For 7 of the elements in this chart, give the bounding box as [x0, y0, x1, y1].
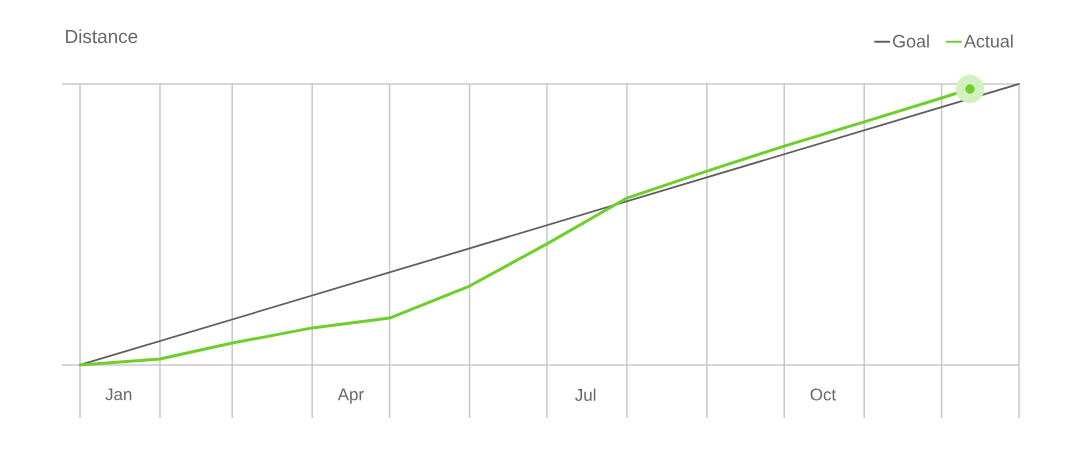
- legend-label: Actual: [964, 34, 1013, 48]
- x-tick-label: Jan: [105, 388, 132, 401]
- y-axis-title: Distance: [66, 29, 138, 44]
- legend-label: Goal: [893, 34, 929, 48]
- x-tick-label: Apr: [337, 388, 364, 404]
- x-tick-label: Jul: [575, 388, 596, 401]
- x-tick-label: Oct: [810, 388, 837, 401]
